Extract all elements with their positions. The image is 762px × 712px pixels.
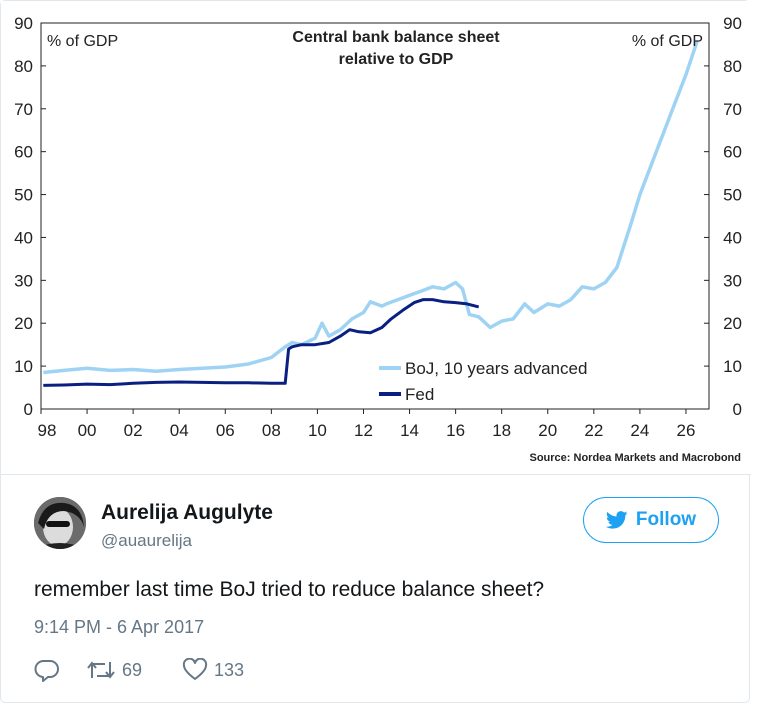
y-tick-label-left: 80 bbox=[14, 57, 33, 76]
y-tick-label-right: 10 bbox=[723, 357, 742, 376]
y-tick-label-right: 20 bbox=[723, 314, 742, 333]
author-name[interactable]: Aurelija Augulyte bbox=[101, 501, 273, 524]
legend-label-fed: Fed bbox=[405, 385, 434, 404]
avatar[interactable] bbox=[34, 497, 86, 549]
x-tick-label: 14 bbox=[400, 421, 419, 440]
y-tick-label-left: 20 bbox=[14, 314, 33, 333]
twitter-bird-icon bbox=[605, 511, 628, 529]
y-tick-label-right: 40 bbox=[723, 228, 742, 247]
y-tick-label-left: 60 bbox=[14, 143, 33, 162]
y-tick-label-left: 10 bbox=[14, 357, 33, 376]
x-tick-label: 24 bbox=[630, 421, 649, 440]
legend-label-boj: BoJ, 10 years advanced bbox=[405, 359, 587, 378]
like-action[interactable]: 133 bbox=[182, 658, 244, 682]
x-tick-label: 00 bbox=[78, 421, 97, 440]
plot-frame bbox=[40, 22, 710, 410]
tweet-text: remember last time BoJ tried to reduce b… bbox=[34, 578, 545, 601]
chart-title-line-1: Central bank balance sheet bbox=[292, 29, 500, 46]
x-tick-label: 16 bbox=[446, 421, 465, 440]
divider bbox=[1, 474, 751, 475]
y-axis-left: 0 10 20 30 40 50 60 70 80 90 bbox=[14, 14, 46, 419]
y-axis-right: 0 10 20 30 40 50 60 70 80 90 bbox=[704, 14, 742, 419]
retweet-count: 69 bbox=[122, 659, 143, 680]
tweet-timestamp[interactable]: 9:14 PM - 6 Apr 2017 bbox=[34, 617, 205, 637]
x-axis: 98 00 02 04 06 08 10 12 14 16 18 20 22 24 26 bbox=[38, 409, 696, 440]
x-tick-label: 08 bbox=[262, 421, 281, 440]
series-layer bbox=[43, 39, 700, 387]
y-tick-label-right: 70 bbox=[723, 100, 742, 119]
x-tick-label: 98 bbox=[38, 421, 57, 440]
like-count: 133 bbox=[214, 659, 245, 680]
x-tick-label: 18 bbox=[492, 421, 511, 440]
x-tick-label: 26 bbox=[677, 421, 696, 440]
x-tick-label: 02 bbox=[124, 421, 143, 440]
y-tick-label-left: 90 bbox=[14, 14, 33, 33]
x-tick-label: 10 bbox=[308, 421, 327, 440]
y-tick-label-right: 80 bbox=[723, 57, 742, 76]
retweet-icon bbox=[87, 661, 115, 679]
avatar-photo bbox=[34, 497, 86, 549]
x-tick-label: 04 bbox=[170, 421, 189, 440]
y-tick-label-left: 0 bbox=[24, 400, 33, 419]
chart-source: Source: Nordea Markets and Macrobond bbox=[530, 452, 742, 464]
author-handle[interactable]: @auaurelija bbox=[101, 531, 192, 550]
tweet-card: 0 10 20 30 40 50 60 70 80 90 0 10 20 30 40 50 60 70 80 90 … bbox=[0, 0, 751, 703]
y-axis-left-label: % of GDP bbox=[47, 33, 118, 50]
y-tick-label-left: 50 bbox=[14, 186, 33, 205]
y-tick-label-right: 0 bbox=[733, 400, 742, 419]
y-axis-right-label: % of GDP bbox=[632, 33, 703, 50]
y-tick-label-left: 70 bbox=[14, 100, 33, 119]
retweet-action[interactable]: 69 bbox=[86, 658, 182, 682]
reply-action[interactable] bbox=[34, 658, 86, 682]
reply-icon bbox=[34, 660, 59, 682]
y-tick-label-right: 60 bbox=[723, 143, 742, 162]
chart-image[interactable]: 0 10 20 30 40 50 60 70 80 90 0 10 20 30 40 50 60 70 80 90 … bbox=[1, 1, 751, 474]
heart-icon bbox=[182, 658, 208, 680]
y-tick-label-right: 90 bbox=[723, 14, 742, 33]
x-tick-label: 06 bbox=[216, 421, 235, 440]
series-line-boj bbox=[43, 39, 700, 375]
y-tick-label-right: 50 bbox=[723, 186, 742, 205]
y-tick-label-left: 30 bbox=[14, 271, 33, 290]
tweet-actions: 69 133 bbox=[34, 655, 244, 685]
follow-label: Follow bbox=[635, 509, 697, 530]
series-line-fed bbox=[43, 298, 480, 387]
y-tick-label-left: 40 bbox=[14, 228, 33, 247]
x-tick-label: 22 bbox=[584, 421, 603, 440]
chart-title-line-2: relative to GDP bbox=[339, 51, 454, 68]
x-tick-label: 20 bbox=[538, 421, 557, 440]
follow-button[interactable]: Follow bbox=[583, 497, 719, 543]
x-tick-label: 12 bbox=[354, 421, 373, 440]
y-tick-label-right: 30 bbox=[723, 271, 742, 290]
